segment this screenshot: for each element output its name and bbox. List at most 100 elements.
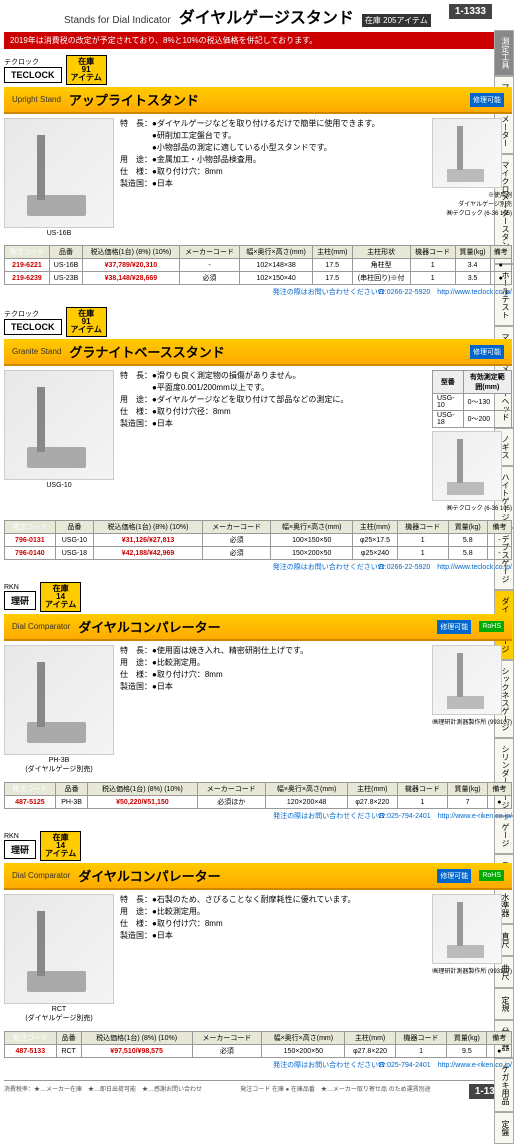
table-cell: 7 bbox=[448, 796, 487, 809]
table-cell: 1 bbox=[397, 547, 448, 560]
table-header: 主柱形状 bbox=[352, 246, 410, 259]
table-cell: USG-18 bbox=[55, 547, 93, 560]
table-header: 幅×奥行×高さ(mm) bbox=[262, 1032, 345, 1045]
table-header: 質量(kg) bbox=[448, 521, 487, 534]
product-section: RKN理研在庫14アイテムDial Comparatorダイヤルコンパレーター修… bbox=[4, 831, 512, 1070]
table-cell: 1 bbox=[395, 1045, 447, 1058]
table-cell: 3.5 bbox=[455, 272, 490, 285]
table-row: 487-5125PH-3B¥50,220/¥51,150必須ほか120×200×… bbox=[5, 796, 512, 809]
table-cell: ¥97,510/¥98,575 bbox=[81, 1045, 192, 1058]
product-section: テクロックTECLOCK在庫91アイテムUpright Standアップライトス… bbox=[4, 55, 512, 297]
table-cell: ● bbox=[487, 1045, 512, 1058]
table-cell: 102×148×38 bbox=[240, 259, 313, 272]
table-header: 主柱(mm) bbox=[312, 246, 352, 259]
table-header: 機器コード bbox=[397, 521, 448, 534]
table-cell: 120×200×48 bbox=[266, 796, 348, 809]
table-cell: 150×200×50 bbox=[262, 1045, 345, 1058]
image-caption: US-16B bbox=[4, 230, 114, 237]
table-cell: 100×150×50 bbox=[271, 534, 353, 547]
spec-table: 発注コード品番税込価格(1台) (8%) (10%)メーカーコード幅×奥行×高さ… bbox=[4, 245, 512, 285]
table-header: 幅×奥行×高さ(mm) bbox=[240, 246, 313, 259]
table-row: 796-0140USG-18¥42,188/¥42,969必須150×200×5… bbox=[5, 547, 512, 560]
table-cell: ● bbox=[490, 272, 511, 285]
spec-table: 発注コード品番税込価格(1台) (8%) (10%)メーカーコード幅×奥行×高さ… bbox=[4, 520, 512, 560]
table-cell: ● bbox=[487, 796, 511, 809]
image-caption: USG-10 bbox=[4, 482, 114, 489]
table-cell: φ25×240 bbox=[353, 547, 398, 560]
reference-image bbox=[432, 894, 502, 964]
table-cell: ¥38,148/¥28,669 bbox=[83, 272, 180, 285]
table-header: 質量(kg) bbox=[448, 783, 487, 796]
title-jp: ダイヤルコンパレーター bbox=[78, 617, 220, 636]
header-en: Stands for Dial Indicator bbox=[64, 15, 171, 26]
title-en: Dial Comparator bbox=[12, 622, 70, 631]
notice-bar: 2019年は消費税の改定が予定されており、8%と10%の税込価格を併記しておりま… bbox=[4, 32, 512, 49]
table-cell: 796-0140 bbox=[5, 547, 56, 560]
table-header: 備考 bbox=[487, 783, 511, 796]
table-cell: ¥31,126/¥27,813 bbox=[94, 534, 203, 547]
repair-badge: 修理可能 bbox=[437, 620, 471, 634]
table-header: 備考 bbox=[490, 246, 511, 259]
reference-caption: ㈱理研計測器製作所 (993107) bbox=[432, 966, 512, 975]
table-row: 219-6221US-16B¥37,789/¥20,310-102×148×38… bbox=[5, 259, 512, 272]
title-en: Dial Comparator bbox=[12, 871, 70, 880]
table-cell: 219-6239 bbox=[5, 272, 50, 285]
brand-box: TECLOCK bbox=[4, 319, 62, 335]
contact-line: 発注の際はお問い合わせください☎:0266-22-5920 http://www… bbox=[4, 287, 512, 297]
table-cell: ¥42,188/¥42,969 bbox=[94, 547, 203, 560]
reference-image bbox=[432, 431, 502, 501]
image-caption: RCT(ダイヤルゲージ別売) bbox=[4, 1006, 114, 1023]
table-header: 品番 bbox=[56, 1032, 81, 1045]
table-row: 796-0131USG-10¥31,126/¥27,813必須100×150×5… bbox=[5, 534, 512, 547]
table-header: 機器コード bbox=[397, 783, 448, 796]
table-header: 幅×奥行×高さ(mm) bbox=[271, 521, 353, 534]
table-cell: 必須 bbox=[202, 547, 270, 560]
table-header: 主柱(mm) bbox=[345, 1032, 395, 1045]
table-header: 発注コード bbox=[5, 521, 56, 534]
product-section: テクロックTECLOCK在庫91アイテムGranite Standグラナイトベー… bbox=[4, 307, 512, 572]
table-header: メーカーコード bbox=[192, 1032, 262, 1045]
header-badge: 在庫 205アイテム bbox=[362, 14, 431, 27]
table-cell: φ27.8×220 bbox=[348, 796, 397, 809]
product-image bbox=[4, 894, 114, 1004]
header-jp: ダイヤルゲージスタンド bbox=[179, 4, 354, 28]
table-cell: 角柱型 bbox=[352, 259, 410, 272]
footer-left: 消費税率：★…メーカー在庫 ★…即日出荷可能 ★…感謝お問い合わせ bbox=[4, 1084, 202, 1099]
table-cell: 1 bbox=[397, 534, 448, 547]
table-cell: 5.8 bbox=[448, 534, 487, 547]
table-cell: 487-5133 bbox=[5, 1045, 57, 1058]
footer: 消費税率：★…メーカー在庫 ★…即日出荷可能 ★…感謝お問い合わせ 発注コード … bbox=[4, 1080, 512, 1099]
repair-badge: 修理可能 bbox=[437, 869, 471, 883]
table-header: 税込価格(1台) (8%) (10%) bbox=[94, 521, 203, 534]
title-jp: アップライトスタンド bbox=[69, 90, 199, 109]
table-cell: 1 bbox=[410, 272, 455, 285]
details: 特 長：●ダイヤルゲージなどを取り付けるだけで簡単に使用できます。 ●研削加工定… bbox=[120, 118, 426, 237]
title-jp: ダイヤルコンパレーター bbox=[78, 866, 220, 885]
table-header: 発注コード bbox=[5, 246, 50, 259]
table-header: メーカーコード bbox=[202, 521, 270, 534]
reference-caption: ㈱テクロック (6-36 105) bbox=[432, 503, 512, 512]
table-cell: 487-5125 bbox=[5, 796, 56, 809]
table-header: 主柱(mm) bbox=[353, 521, 398, 534]
table-header: メーカーコード bbox=[179, 246, 240, 259]
side-tab[interactable]: 定盤 bbox=[494, 1112, 514, 1144]
table-cell: 必須 bbox=[202, 534, 270, 547]
rohs-badge: RoHS bbox=[479, 870, 504, 881]
brand-box: TECLOCK bbox=[4, 67, 62, 83]
table-cell: ● bbox=[490, 259, 511, 272]
table-header: 備考 bbox=[487, 1032, 512, 1045]
table-cell: 必須 bbox=[179, 272, 240, 285]
table-header: 備考 bbox=[487, 521, 511, 534]
brand-box: 理研 bbox=[4, 591, 36, 610]
details: 特 長：●石製のため、さびることなく耐摩耗性に優れています。用 途：●比較測定用… bbox=[120, 894, 426, 1023]
details: 特 長：●滑りも良く測定物の損傷がありません。 ●平面度0.001/200mm以… bbox=[120, 370, 426, 512]
table-header: 税込価格(1台) (8%) (10%) bbox=[81, 1032, 192, 1045]
product-image bbox=[4, 118, 114, 228]
table-header: 品番 bbox=[55, 521, 93, 534]
table-header: 品番 bbox=[55, 783, 88, 796]
table-header: 発注コード bbox=[5, 1032, 57, 1045]
repair-badge: 修理可能 bbox=[470, 345, 504, 359]
contact-line: 発注の際はお問い合わせください☎:0266-22-5920 http://www… bbox=[4, 562, 512, 572]
table-cell: 219-6221 bbox=[5, 259, 50, 272]
reference-image bbox=[432, 118, 502, 188]
